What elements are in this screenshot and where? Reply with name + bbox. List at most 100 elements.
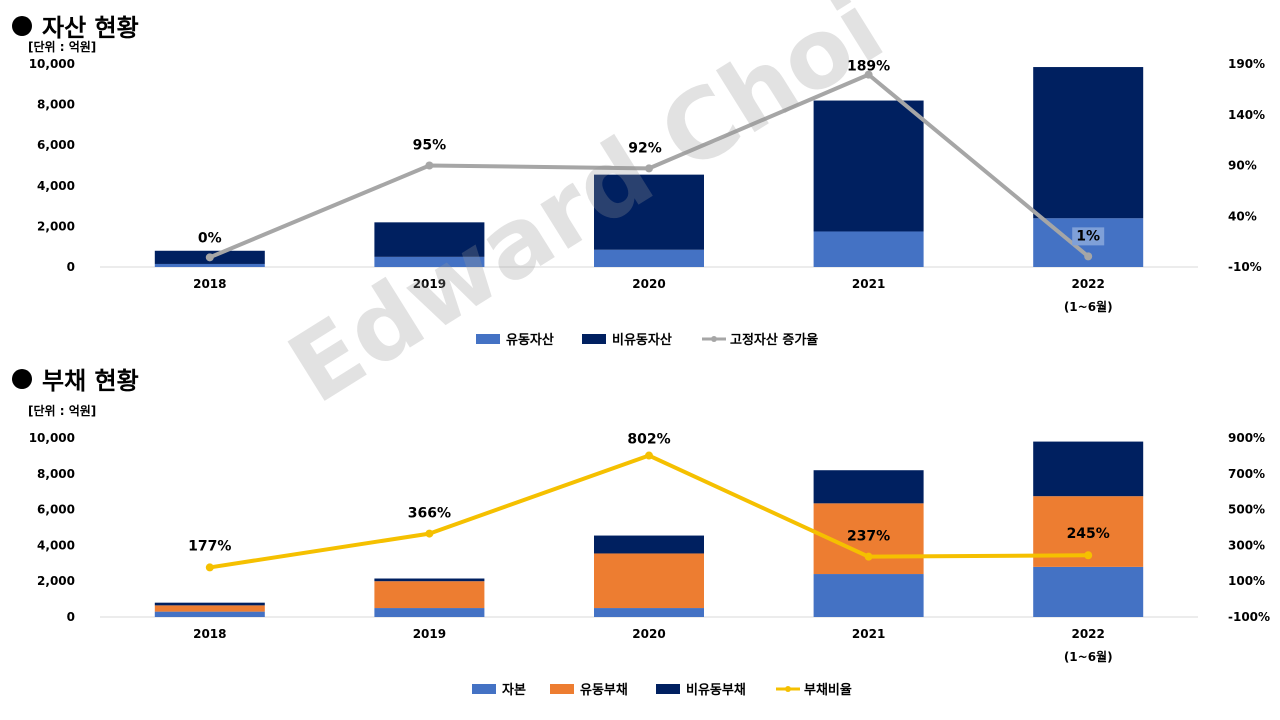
legend-swatch (656, 684, 680, 694)
y-tick-label: 2,000 (37, 574, 75, 588)
y2-tick-label: 900% (1228, 431, 1265, 445)
asset-title-text: 자산 현황 (42, 14, 139, 42)
debt-unit-label: [단위 : 억원] (28, 404, 97, 418)
y-tick-label: 10,000 (29, 431, 75, 445)
x-tick-label: 2022 (1071, 277, 1104, 291)
y-tick-label: 2,000 (37, 219, 75, 233)
bar (813, 231, 924, 267)
y2-tick-label: 700% (1228, 467, 1265, 481)
legend-swatch (550, 684, 574, 694)
line-point (645, 451, 653, 460)
legend-label: 부채비율 (804, 682, 852, 698)
legend-swatch (476, 334, 500, 344)
y-tick-label: 4,000 (37, 179, 75, 193)
y-tick-label: 6,000 (37, 503, 75, 517)
bar (154, 611, 265, 617)
data-label-bg (1072, 227, 1105, 246)
line-data-label: 0% (198, 230, 222, 246)
x-tick-label: 2020 (632, 277, 665, 291)
bar (374, 578, 485, 582)
y-tick-label: 8,000 (37, 98, 75, 112)
legend-label: 비유동부채 (686, 683, 746, 698)
y2-tick-label: 40% (1228, 209, 1257, 223)
y2-tick-label: 190% (1228, 57, 1265, 71)
y-tick-label: 0 (67, 260, 75, 274)
bar (154, 602, 265, 606)
x-tick-label: 2021 (852, 627, 885, 641)
legend-swatch (582, 334, 606, 344)
line-point (205, 253, 214, 262)
y2-tick-label: 500% (1228, 503, 1265, 517)
y2-tick-label: 140% (1228, 108, 1265, 122)
debt-title-text: 부채 현황 (42, 367, 139, 395)
legend-label: 유동부채 (580, 683, 628, 698)
bar (1033, 441, 1144, 497)
bar (813, 100, 924, 232)
x-tick-label: 2022 (1071, 627, 1104, 641)
y-tick-label: 6,000 (37, 138, 75, 152)
line-point (864, 552, 873, 561)
line-point (1084, 551, 1093, 560)
line-data-label: 177% (188, 538, 231, 554)
y2-tick-label: 100% (1228, 574, 1265, 588)
bar (594, 249, 704, 267)
bar (594, 535, 704, 554)
x-tick-label: 2019 (413, 627, 446, 641)
line-point (864, 70, 873, 79)
x-tick-sublabel: (1~6월) (1064, 299, 1113, 314)
x-tick-label: 2018 (193, 277, 226, 291)
line-point (1084, 252, 1093, 261)
bullet-icon (12, 368, 32, 389)
x-tick-label: 2019 (413, 277, 446, 291)
y-tick-label: 8,000 (37, 467, 75, 481)
x-tick-label: 2021 (852, 277, 885, 291)
legend-label: 유동자산 (506, 332, 554, 348)
bullet-icon (12, 15, 32, 36)
bar (154, 605, 265, 612)
line-point (425, 161, 434, 170)
y2-tick-label: 300% (1228, 538, 1265, 552)
bar (1033, 566, 1144, 617)
line-data-label: 245% (1067, 526, 1110, 542)
bar (154, 263, 265, 267)
line-point (425, 529, 434, 538)
bar (813, 574, 924, 617)
asset-chart: 0 2,000 4,000 6,000 8,000 10,000 -10% 40% 90% 140… (29, 57, 1265, 348)
legend-line-marker (785, 686, 791, 692)
asset-section-title: 자산 현황 (12, 8, 139, 43)
line-point (205, 563, 214, 572)
line-data-label: 1% (1076, 228, 1100, 244)
legend-line-marker (711, 336, 717, 342)
bar (594, 174, 704, 250)
y-tick-label: 4,000 (37, 538, 75, 552)
line-data-label: 237% (847, 529, 890, 545)
line-data-label: 802% (627, 432, 670, 448)
legend-label: 자본 (502, 683, 526, 698)
line-data-label: 92% (628, 140, 662, 156)
line-point (645, 164, 653, 173)
bar (374, 608, 485, 617)
legend-swatch (472, 684, 496, 694)
line-data-label: 189% (847, 59, 890, 75)
bar (374, 256, 485, 267)
y2-tick-label: 90% (1228, 159, 1257, 173)
x-tick-label: 2020 (632, 627, 665, 641)
bar (594, 608, 704, 617)
x-tick-sublabel: (1~6월) (1064, 649, 1113, 664)
y2-tick-label: -10% (1228, 260, 1262, 274)
bar (813, 470, 924, 504)
x-tick-label: 2018 (193, 627, 226, 641)
y-tick-label: 0 (67, 610, 75, 624)
y2-tick-label: -100% (1228, 610, 1270, 624)
bar (374, 581, 485, 609)
asset-unit-label: [단위 : 억원] (28, 40, 97, 54)
line-data-label: 366% (408, 506, 451, 522)
bar (1033, 67, 1144, 219)
legend-label: 비유동자산 (612, 332, 672, 348)
debt-chart: 0 2,000 4,000 6,000 8,000 10,000 -100% 100% 300%… (29, 431, 1270, 698)
legend-label: 고정자산 증가율 (730, 332, 818, 348)
debt-section-title: 부채 현황 (12, 361, 139, 396)
bar (594, 553, 704, 609)
line-data-label: 95% (413, 138, 447, 154)
bar (374, 222, 485, 257)
